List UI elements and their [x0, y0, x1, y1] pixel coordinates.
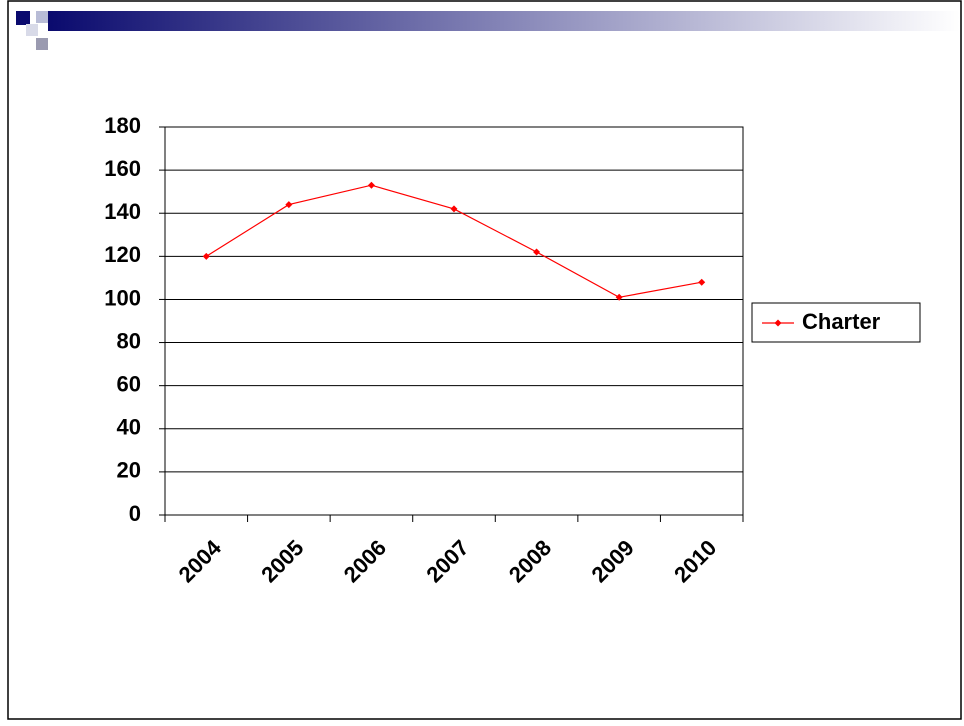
point-marker — [698, 278, 706, 286]
y-tick-label: 40 — [117, 415, 141, 440]
y-tick-label: 120 — [104, 242, 141, 267]
y-tick-label: 100 — [104, 285, 141, 310]
legend-marker — [774, 319, 782, 327]
point-marker — [367, 181, 375, 189]
point-marker — [533, 248, 541, 256]
decor-square — [26, 24, 38, 36]
point-marker — [202, 252, 210, 260]
point-marker — [450, 205, 458, 213]
decor-square — [36, 11, 48, 23]
y-tick-label: 160 — [104, 156, 141, 181]
legend-label: Charter — [802, 309, 881, 334]
y-tick-label: 180 — [104, 113, 141, 138]
y-tick-label: 140 — [104, 199, 141, 224]
y-tick-label: 60 — [117, 371, 141, 396]
header-bar — [48, 11, 960, 31]
decor-square — [16, 11, 30, 25]
slide-border — [7, 0, 962, 720]
point-marker — [615, 293, 623, 301]
plot-area — [164, 126, 744, 516]
y-tick-label: 20 — [117, 458, 141, 483]
y-tick-label: 0 — [129, 501, 141, 526]
point-marker — [285, 201, 293, 209]
y-tick-label: 80 — [117, 328, 141, 353]
decor-square — [36, 38, 48, 50]
